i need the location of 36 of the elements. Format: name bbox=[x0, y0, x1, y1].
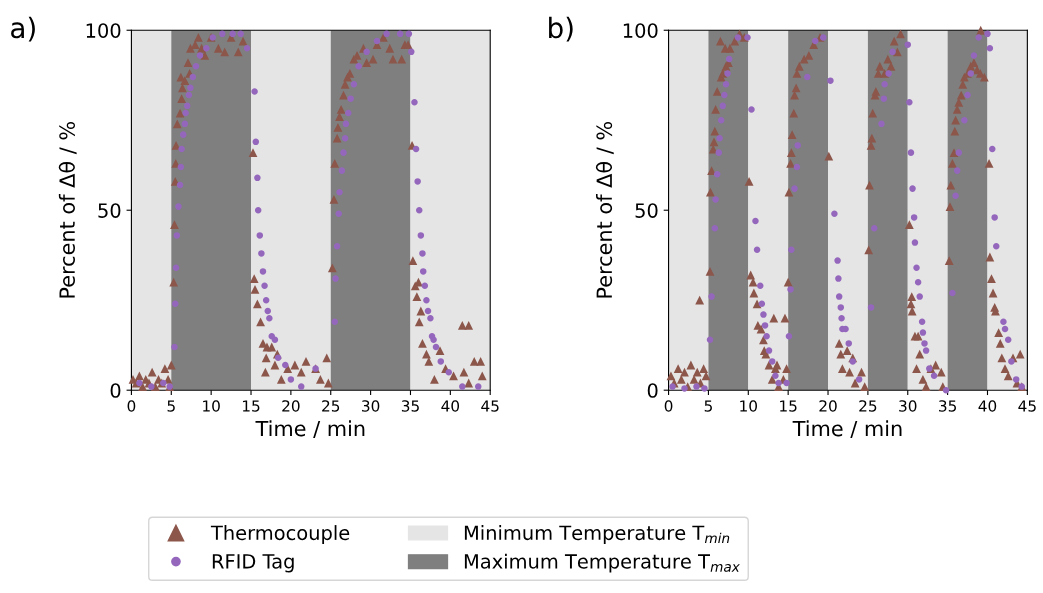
x-tick-label: 5 bbox=[704, 400, 712, 412]
x-tick-label: 30 bbox=[899, 400, 917, 412]
x-tick-label: 10 bbox=[740, 400, 757, 412]
y-tick-label: 50 bbox=[98, 203, 121, 218]
chart-title: a) bbox=[11, 16, 35, 42]
x-tick-label: 15 bbox=[242, 400, 260, 412]
y-axis-title: Percent of Δθ / % bbox=[595, 121, 614, 298]
y-axis-title: Percent of Δθ / % bbox=[58, 121, 77, 298]
x-tick-label: 30 bbox=[362, 400, 380, 412]
legend-label: RFID Tag bbox=[212, 554, 294, 573]
x-tick-label: 45 bbox=[481, 400, 499, 412]
x-tick-label: 15 bbox=[780, 400, 797, 412]
x-tick-label: 0 bbox=[127, 400, 136, 412]
legend-label: Maximum Temperature T$_{max}$ bbox=[464, 553, 740, 573]
y-tick-label: 50 bbox=[635, 203, 658, 218]
x-tick-label: 40 bbox=[441, 400, 460, 412]
y-tick-label: 0 bbox=[647, 383, 658, 398]
legend-label: Minimum Temperature T$_{min}$ bbox=[464, 525, 730, 544]
x-tick-label: 25 bbox=[859, 400, 877, 412]
x-tick-label: 10 bbox=[203, 400, 220, 412]
x-tick-label: 45 bbox=[1018, 400, 1036, 412]
x-tick-label: 5 bbox=[167, 400, 175, 412]
y-tick-label: 100 bbox=[86, 23, 121, 38]
x-tick-label: 20 bbox=[282, 400, 300, 412]
x-tick-label: 20 bbox=[819, 400, 837, 412]
y-tick-label: 100 bbox=[623, 23, 658, 38]
x-tick-label: 0 bbox=[664, 400, 673, 412]
x-axis-title: Time / min bbox=[255, 420, 365, 439]
x-tick-label: 35 bbox=[939, 400, 957, 412]
x-tick-label: 35 bbox=[401, 400, 419, 412]
x-tick-label: 25 bbox=[322, 400, 340, 412]
x-tick-label: 40 bbox=[978, 400, 997, 412]
legend-label: Thermocouple bbox=[210, 525, 350, 544]
chart-title: b) bbox=[549, 16, 573, 42]
y-tick-label: 0 bbox=[110, 383, 121, 398]
x-axis-title: Time / min bbox=[792, 420, 902, 439]
